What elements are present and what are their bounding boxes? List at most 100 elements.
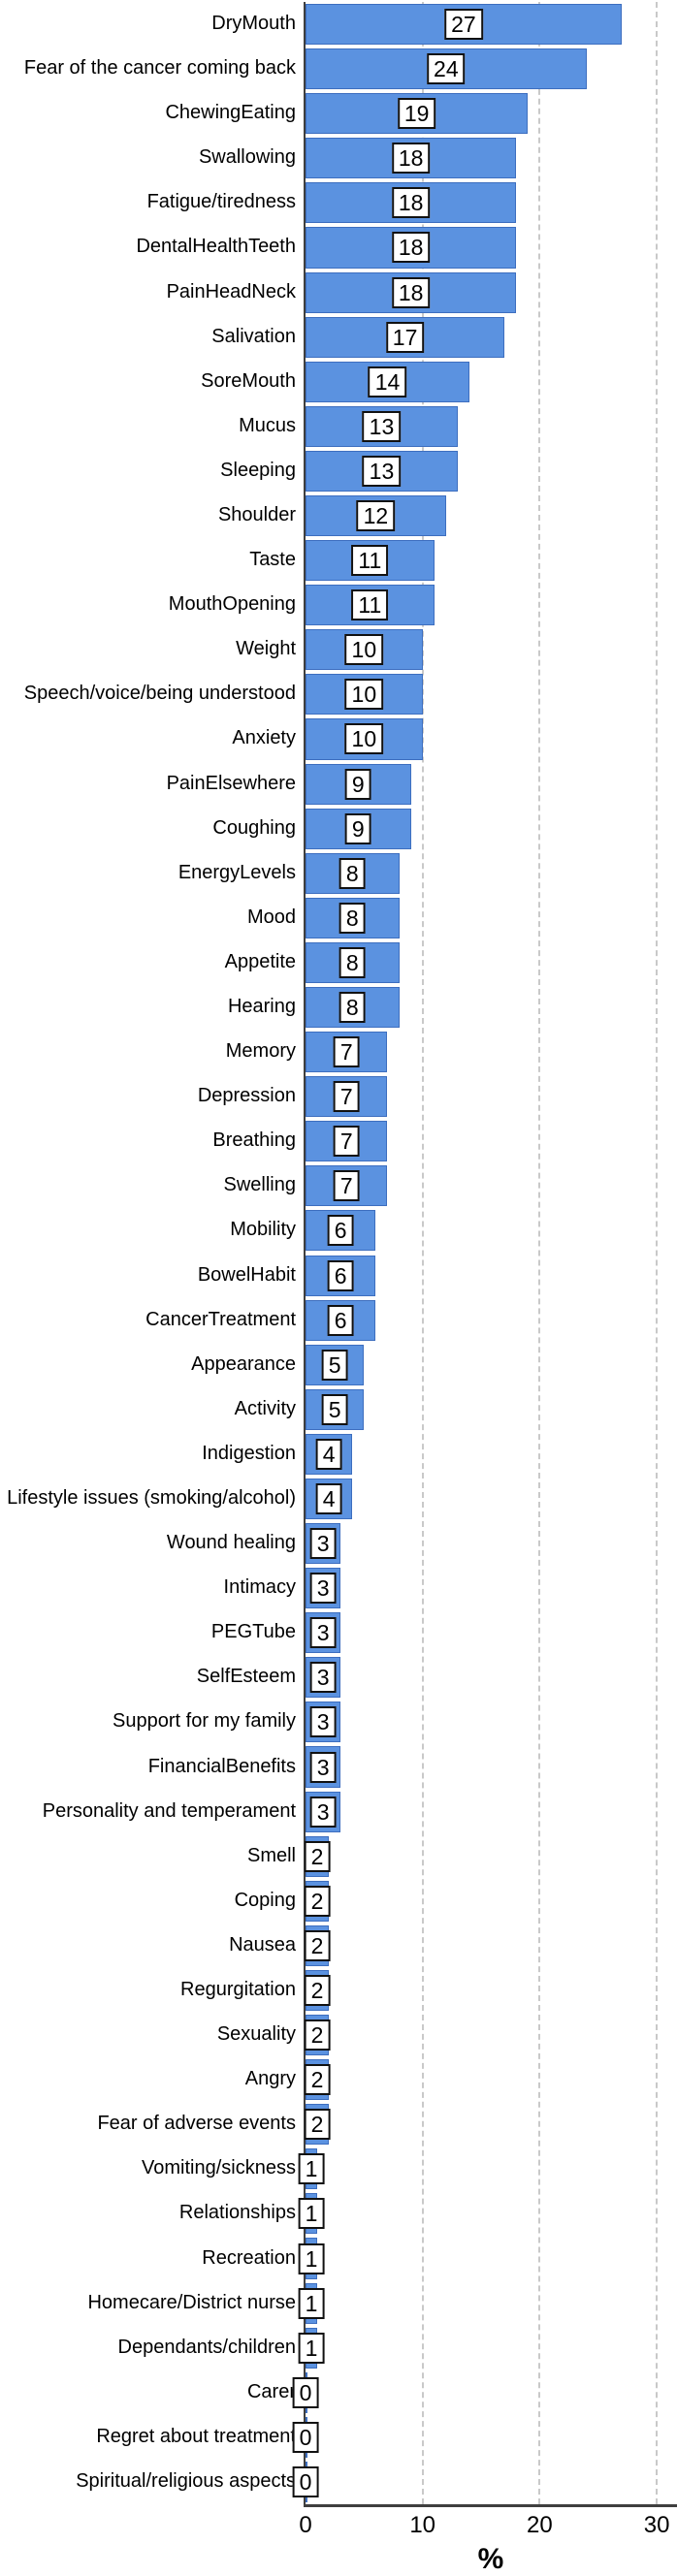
value-label-box: 3 bbox=[309, 1528, 337, 1560]
value-label-box: 5 bbox=[321, 1349, 348, 1381]
category-label: Fatigue/tiredness bbox=[146, 191, 296, 213]
value-label-box: 1 bbox=[298, 2287, 325, 2319]
category-label: Dependants/children bbox=[117, 2336, 296, 2358]
category-label: Fear of the cancer coming back bbox=[23, 57, 296, 80]
value-label-box: 0 bbox=[292, 2465, 319, 2497]
category-label: PainElsewhere bbox=[166, 772, 296, 794]
value-label-box: 18 bbox=[391, 143, 431, 175]
category-label: DryMouth bbox=[211, 13, 296, 35]
value-label-box: 2 bbox=[304, 2019, 331, 2051]
value-label-box: 7 bbox=[333, 1126, 360, 1158]
category-label: Vomiting/sickness bbox=[142, 2157, 296, 2179]
value-label-box: 1 bbox=[298, 2242, 325, 2274]
category-label: DentalHealthTeeth bbox=[136, 236, 296, 258]
value-label-box: 9 bbox=[344, 812, 371, 844]
value-label-box: 6 bbox=[327, 1215, 354, 1247]
value-label-box: 2 bbox=[304, 1929, 331, 1961]
category-label: PainHeadNeck bbox=[166, 280, 296, 302]
category-label: Breathing bbox=[212, 1129, 296, 1152]
category-label: Wound healing bbox=[166, 1532, 296, 1554]
value-label-box: 18 bbox=[391, 187, 431, 219]
category-label: Homecare/District nurse bbox=[87, 2291, 296, 2313]
category-label: Fear of adverse events bbox=[97, 2113, 296, 2135]
gridline-30 bbox=[656, 2, 659, 2504]
category-label: Support for my family bbox=[113, 1710, 296, 1733]
category-label: Mobility bbox=[230, 1219, 296, 1241]
category-label: Appearance bbox=[191, 1352, 296, 1375]
value-label-box: 1 bbox=[298, 2332, 325, 2364]
value-label-box: 10 bbox=[344, 723, 384, 755]
category-label: BowelHabit bbox=[197, 1263, 296, 1286]
category-label: Nausea bbox=[229, 1933, 296, 1956]
category-label: Shoulder bbox=[217, 504, 296, 526]
category-label: EnergyLevels bbox=[177, 861, 296, 883]
category-label: Personality and temperament bbox=[42, 1799, 296, 1822]
value-label-box: 3 bbox=[309, 1706, 337, 1738]
value-label-box: 24 bbox=[427, 53, 466, 85]
category-label: Depression bbox=[197, 1085, 296, 1107]
value-label-box: 18 bbox=[391, 276, 431, 308]
value-label-box: 18 bbox=[391, 232, 431, 264]
value-label-box: 8 bbox=[338, 946, 366, 978]
x-axis-title: % bbox=[477, 2543, 504, 2575]
value-label-box: 1 bbox=[298, 2198, 325, 2230]
category-label: Anxiety bbox=[232, 727, 296, 749]
value-label-box: 6 bbox=[327, 1259, 354, 1291]
value-label-box: 4 bbox=[315, 1438, 342, 1470]
category-label: Lifestyle issues (smoking/alcohol) bbox=[7, 1486, 296, 1509]
value-label-box: 8 bbox=[338, 857, 366, 889]
category-label: Salivation bbox=[211, 325, 296, 347]
value-label-box: 3 bbox=[309, 1662, 337, 1694]
category-label: Regurgitation bbox=[180, 1978, 296, 2000]
category-label: Weight bbox=[236, 638, 296, 660]
value-label-box: 17 bbox=[385, 321, 425, 353]
value-label-box: 3 bbox=[309, 1796, 337, 1828]
value-label-box: 12 bbox=[356, 500, 396, 532]
gridline-20 bbox=[538, 2, 541, 2504]
value-label-box: 2 bbox=[304, 2064, 331, 2096]
value-label-box: 27 bbox=[444, 9, 483, 41]
gridline-10 bbox=[421, 2, 424, 2504]
value-label-box: 14 bbox=[368, 366, 407, 398]
category-label: Mood bbox=[246, 906, 296, 928]
category-label: Carer bbox=[246, 2380, 296, 2402]
value-label-box: 8 bbox=[338, 902, 366, 934]
value-label-box: 2 bbox=[304, 1974, 331, 2006]
category-label: Hearing bbox=[227, 996, 296, 1017]
category-label: Memory bbox=[225, 1040, 296, 1063]
category-label: Sexuality bbox=[216, 2023, 296, 2046]
category-label: Indigestion bbox=[202, 1442, 296, 1464]
value-label-box: 0 bbox=[292, 2421, 319, 2453]
value-label-box: 8 bbox=[338, 992, 366, 1023]
x-tick-label: 10 bbox=[409, 2512, 436, 2538]
category-label: Smell bbox=[246, 1844, 296, 1866]
value-label-box: 19 bbox=[397, 98, 436, 130]
value-label-box: 7 bbox=[333, 1170, 360, 1202]
value-label-box: 6 bbox=[327, 1304, 354, 1336]
value-label-box: 2 bbox=[304, 1885, 331, 1917]
value-label-box: 9 bbox=[344, 768, 371, 800]
category-label: Angry bbox=[244, 2068, 296, 2090]
category-label: Swallowing bbox=[198, 146, 296, 169]
category-label: PEGTube bbox=[210, 1621, 296, 1643]
category-label: Coping bbox=[234, 1889, 296, 1911]
category-label: Activity bbox=[234, 1397, 296, 1419]
value-label-box: 4 bbox=[315, 1482, 342, 1514]
x-axis-line bbox=[304, 2504, 677, 2507]
value-label-box: 13 bbox=[362, 410, 402, 442]
category-label: Coughing bbox=[212, 816, 296, 839]
value-label-box: 3 bbox=[309, 1751, 337, 1783]
x-tick-label: 0 bbox=[299, 2512, 312, 2538]
value-label-box: 0 bbox=[292, 2376, 319, 2408]
category-label: SoreMouth bbox=[201, 369, 296, 392]
category-label: Speech/voice/being understood bbox=[23, 683, 296, 705]
value-label-box: 7 bbox=[333, 1081, 360, 1113]
category-label: Appetite bbox=[224, 950, 296, 972]
value-label-box: 11 bbox=[351, 545, 389, 577]
y-axis-line bbox=[304, 2, 306, 2507]
value-label-box: 11 bbox=[351, 589, 389, 621]
category-label: MouthOpening bbox=[168, 593, 296, 616]
value-label-box: 3 bbox=[309, 1617, 337, 1649]
category-label: SelfEsteem bbox=[196, 1666, 296, 1688]
